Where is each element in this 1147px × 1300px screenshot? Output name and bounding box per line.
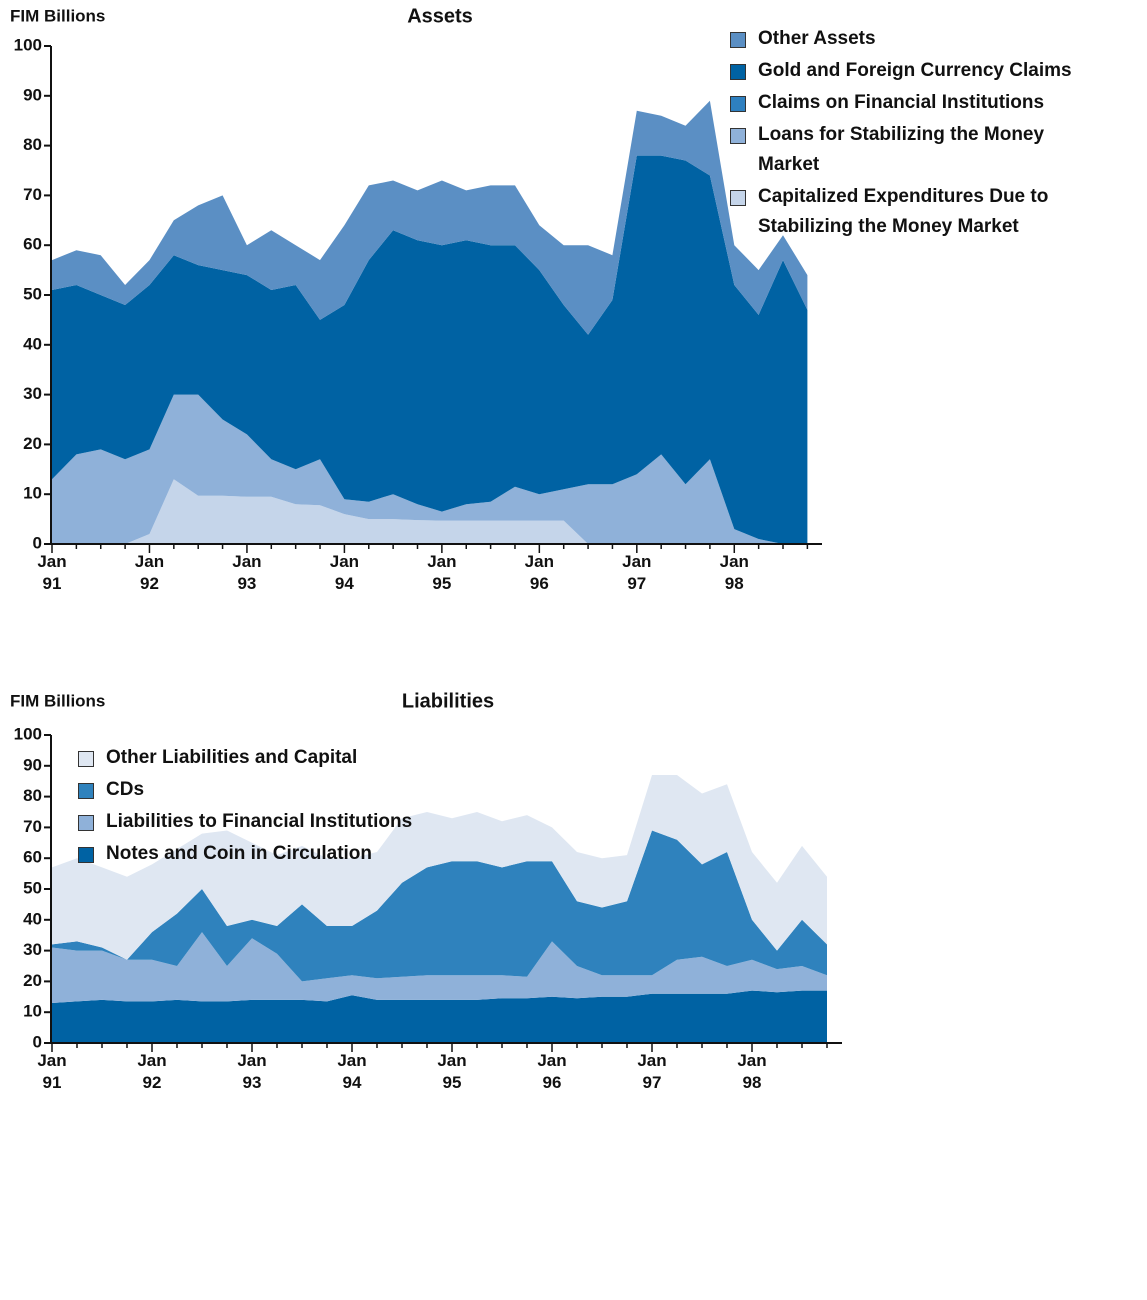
x-tick-label: Jan 94: [329, 552, 360, 593]
legend-swatch: [78, 751, 94, 767]
y-tick-label: 80: [23, 135, 42, 154]
legend-label: Capitalized Expenditures Due to Stabiliz…: [758, 186, 1049, 237]
area-series: [52, 100, 808, 335]
legend-entry: CDs: [78, 775, 478, 805]
legend-swatch: [78, 815, 94, 831]
legend-label: Loans for Stabilizing the Money Market: [758, 124, 1045, 175]
y-tick-label: 40: [23, 909, 42, 928]
y-tick-label: 90: [23, 755, 42, 774]
chart-title: Assets: [407, 5, 473, 27]
legend-entry: Gold and Foreign Currency Claims: [730, 56, 1130, 86]
area-series: [52, 775, 827, 960]
legend-label: Other Assets: [758, 28, 876, 49]
legend-swatch: [730, 64, 746, 80]
y-tick-label: 70: [23, 185, 42, 204]
x-tick-label: Jan 96: [524, 552, 554, 593]
legend: Other Liabilities and Capital CDs Liabilit…: [78, 743, 478, 871]
x-tick-label: Jan 92: [137, 1051, 167, 1092]
legend-entry: Loans for Stabilizing the Money Market: [730, 120, 1130, 180]
y-tick-label: 20: [23, 971, 42, 990]
legend-label: Liabilities to Financial Institutions: [106, 811, 413, 832]
legend-label: Claims on Financial Institutions: [758, 92, 1045, 113]
y-tick-label: 60: [23, 235, 42, 254]
legend-label: Notes and Coin in Circulation: [106, 843, 373, 864]
y-tick-label: 30: [23, 940, 42, 959]
y-tick-label: 10: [23, 1002, 42, 1021]
y-tick-label: 40: [23, 334, 42, 353]
x-tick-label: Jan 98: [719, 552, 749, 593]
legend-entry: Other Liabilities and Capital: [78, 743, 478, 773]
x-tick-label: Jan 91: [37, 1051, 67, 1092]
x-tick-label: Jan 91: [37, 552, 67, 593]
legend-swatch: [730, 128, 746, 144]
area-series: [52, 990, 827, 1043]
legend-entry: Notes and Coin in Circulation: [78, 839, 478, 869]
x-tick-label: Jan 95: [437, 1051, 467, 1092]
legend-swatch: [730, 32, 746, 48]
area-series: [52, 932, 827, 1003]
legend-entry: Other Assets: [730, 24, 1130, 54]
chart-title: Liabilities: [402, 690, 494, 712]
legend-entry: Liabilities to Financial Institutions: [78, 807, 478, 837]
y-tick-label: 0: [33, 1032, 42, 1051]
x-tick-label: Jan 97: [622, 552, 652, 593]
y-tick-label: 0: [33, 533, 42, 552]
y-tick-label: 10: [23, 484, 42, 503]
legend-swatch: [730, 96, 746, 112]
y-tick-label: 100: [14, 724, 42, 743]
y-tick-label: 30: [23, 384, 42, 403]
legend-label: CDs: [106, 779, 145, 800]
y-tick-label: 80: [23, 786, 42, 805]
y-tick-label: 50: [23, 878, 42, 897]
x-tick-label: Jan 94: [337, 1051, 367, 1092]
x-tick-label: Jan 97: [637, 1051, 667, 1092]
legend-swatch: [78, 783, 94, 799]
x-tick-label: Jan 92: [134, 552, 165, 593]
legend: Other Assets Gold and Foreign Currency Cl…: [730, 24, 1130, 244]
x-tick-label: Jan 95: [427, 552, 457, 593]
y-tick-label: 50: [23, 284, 42, 303]
x-tick-label: Jan 93: [237, 1051, 267, 1092]
legend-entry: Capitalized Expenditures Due to Stabiliz…: [730, 182, 1130, 242]
y-tick-label: 70: [23, 817, 42, 836]
y-tick-label: 60: [23, 848, 42, 867]
area-series: [52, 479, 808, 544]
y-tick-label: 20: [23, 434, 42, 453]
legend-swatch: [730, 190, 746, 206]
area-series: [52, 830, 827, 982]
x-tick-label: Jan 98: [737, 1051, 767, 1092]
legend-swatch: [78, 847, 94, 863]
area-series: [52, 155, 808, 544]
legend-label: Gold and Foreign Currency Claims: [758, 60, 1072, 81]
y-axis-label: FIM Billions: [10, 691, 105, 710]
area-series: [52, 394, 808, 544]
x-tick-label: Jan 93: [232, 552, 262, 593]
y-tick-label: 100: [14, 35, 42, 54]
legend-entry: Claims on Financial Institutions: [730, 88, 1130, 118]
y-tick-label: 90: [23, 85, 42, 104]
y-axis-label: FIM Billions: [10, 6, 105, 25]
legend-label: Other Liabilities and Capital: [106, 747, 358, 768]
x-tick-label: Jan 96: [537, 1051, 567, 1092]
